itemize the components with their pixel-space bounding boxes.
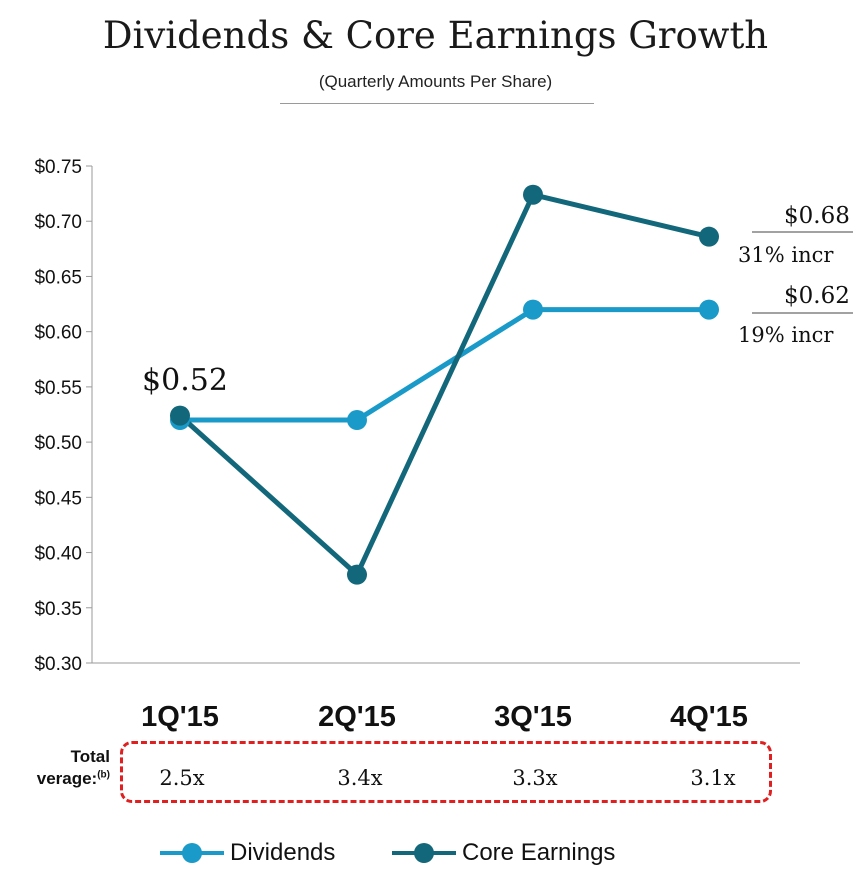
data-point-core-earnings	[699, 226, 719, 247]
chart-title: Dividends & Core Earnings Growth	[102, 14, 769, 57]
annotation-div-end-value: $0.62	[784, 283, 850, 309]
annotation-div-end-change: 19% incr	[738, 323, 834, 347]
legend-item-dividends: Dividends	[160, 838, 335, 868]
y-tick-label: $0.65	[34, 267, 82, 288]
legend: Dividends Core Earnings	[0, 838, 853, 868]
series-line-core-earnings	[178, 192, 710, 578]
series-line-dividends	[180, 307, 709, 423]
data-point-dividends	[523, 299, 543, 320]
coverage-box	[120, 741, 772, 803]
coverage-label-text: verage:	[36, 769, 98, 788]
x-tick-label: 4Q'15	[670, 701, 748, 733]
coverage-footnote-mark: (b)	[97, 769, 110, 781]
x-tick-label: 2Q'15	[318, 701, 396, 733]
legend-swatch-core-earnings	[392, 838, 456, 868]
data-point-dividends	[699, 299, 719, 320]
subtitle-underline	[280, 103, 594, 104]
y-tick-label: $0.30	[34, 654, 82, 675]
coverage-value-1q15: 2.5x	[159, 766, 205, 790]
data-point-core-earnings	[170, 405, 190, 426]
y-tick-label: $0.60	[34, 323, 82, 344]
x-tick-label: 1Q'15	[141, 701, 219, 733]
legend-label-dividends: Dividends	[230, 839, 336, 866]
legend-swatch-dividends	[160, 838, 224, 868]
legend-item-core-earnings: Core Earnings	[392, 838, 615, 868]
data-point-core-earnings	[523, 184, 543, 205]
line-chart: $0.30 $0.35 $0.40 $0.45 $0.50 $0.55 $0.60 $0.65…	[34, 157, 853, 733]
y-tick-label: $0.40	[34, 544, 82, 565]
x-tick-label: 3Q'15	[494, 701, 572, 733]
annotation-start-value: $0.52	[142, 363, 228, 398]
y-tick-label: $0.70	[34, 212, 82, 233]
coverage-value-3q15: 3.3x	[512, 766, 558, 790]
y-tick-label: $0.55	[34, 378, 82, 399]
coverage-label-line1: Total	[70, 747, 110, 766]
annotation-core-end-value: $0.68	[784, 203, 850, 229]
data-point-dividends	[347, 410, 367, 431]
data-point-core-earnings	[347, 564, 367, 585]
coverage-value-4q15: 3.1x	[690, 766, 736, 790]
y-tick-label: $0.45	[34, 488, 82, 509]
annotation-core-end-change: 31% incr	[738, 243, 834, 267]
chart-subtitle: (Quarterly Amounts Per Share)	[318, 72, 553, 91]
coverage-label-line2: verage:(b)	[0, 769, 110, 789]
y-tick-label: $0.35	[34, 599, 82, 620]
legend-label-core-earnings: Core Earnings	[462, 839, 616, 866]
y-tick-label: $0.75	[34, 157, 82, 178]
y-tick-label: $0.50	[34, 433, 82, 454]
coverage-value-2q15: 3.4x	[337, 766, 383, 790]
